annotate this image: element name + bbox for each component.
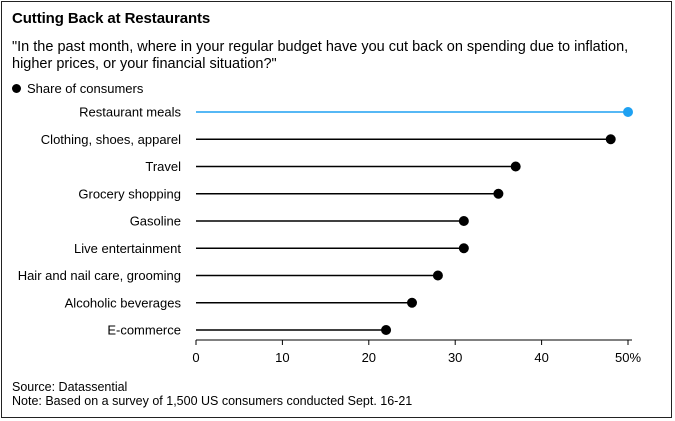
note-text: Note: Based on a survey of 1,500 US cons… (12, 394, 413, 408)
chart-footer: Source: Datassential Note: Based on a su… (12, 380, 412, 408)
category-label: Travel (145, 159, 181, 174)
lollipop-point (458, 243, 469, 254)
lollipop-point (623, 107, 633, 117)
category-label: Hair and nail care, grooming (18, 268, 181, 283)
lollipop-point (510, 161, 521, 172)
category-label: Gasoline (130, 214, 181, 229)
x-tick-label: 40 (534, 350, 548, 365)
legend-label: Share of consumers (27, 81, 144, 96)
lollipop-point (381, 325, 392, 335)
category-label: Clothing, shoes, apparel (41, 132, 181, 147)
x-tick-label: 50% (615, 350, 641, 365)
chart-subtitle: "In the past month, where in your regula… (12, 39, 629, 72)
lollipop-point (407, 297, 417, 308)
category-label: E-commerce (107, 323, 181, 338)
x-tick-label: 30 (448, 350, 462, 365)
category-label: Grocery shopping (78, 186, 181, 201)
category-label: Restaurant meals (79, 105, 181, 120)
lollipop-point (458, 216, 469, 226)
category-label: Alcoholic beverages (65, 295, 182, 310)
chart-title: Cutting Back at Restaurants (12, 10, 211, 27)
x-tick-label: 10 (275, 350, 289, 365)
x-tick-label: 20 (362, 350, 376, 365)
lollipop-point (432, 270, 443, 281)
lollipop-point (605, 134, 616, 145)
source-text: Source: Datassential (12, 380, 128, 394)
lollipop-point (493, 188, 504, 199)
category-label: Live entertainment (74, 241, 181, 256)
legend: Share of consumers (12, 81, 143, 96)
legend-marker (12, 84, 21, 93)
x-tick-label: 0 (192, 350, 199, 365)
